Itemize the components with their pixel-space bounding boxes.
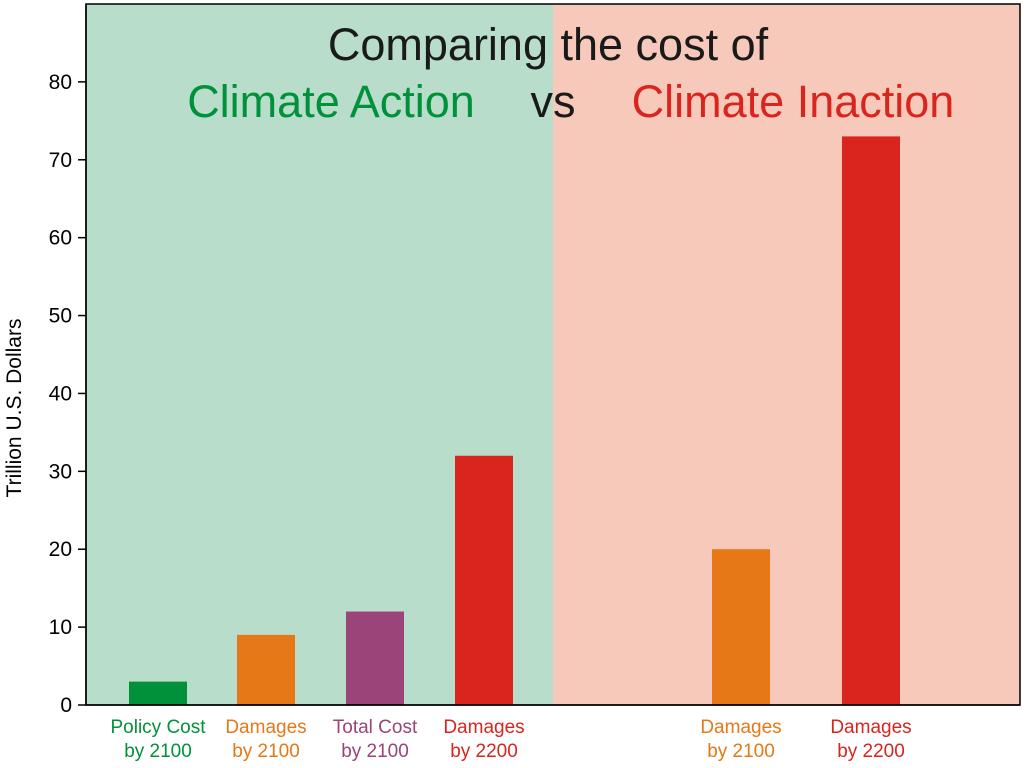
y-tick-label: 80	[49, 71, 72, 94]
plot-frame	[85, 3, 1021, 706]
x-category-label-line2: by 2200	[837, 741, 905, 762]
y-tick-label: 70	[49, 149, 72, 172]
y-tick-label: 30	[49, 460, 72, 483]
y-tick-label: 20	[49, 538, 72, 561]
x-category-label-line1: Damages	[700, 717, 781, 738]
x-category-label-line1: Damages	[443, 717, 524, 738]
bar-4	[712, 549, 770, 705]
x-category-label-line1: Total Cost	[333, 717, 418, 738]
x-category-label-line2: by 2100	[124, 741, 192, 762]
y-tick-label: 50	[49, 305, 72, 328]
x-category-label-line1: Damages	[830, 717, 911, 738]
bar-0	[129, 681, 187, 705]
x-axis-category-labels: Policy Cost by 2100 Damages by 2100 Total Co…	[110, 717, 911, 762]
bar-3	[455, 455, 513, 705]
y-axis-title: Trillion U.S. Dollars	[3, 319, 26, 498]
climate-inaction-panel	[553, 4, 1020, 705]
y-axis-ticks: 0 10 20 30 40 50 60 70 80	[49, 71, 86, 717]
bar-1	[237, 634, 295, 705]
x-category-label-line2: by 2100	[341, 741, 409, 762]
x-category-label-line2: by 2200	[450, 741, 518, 762]
chart-title-vs: vs	[531, 76, 576, 127]
x-category-label-line2: by 2100	[707, 741, 775, 762]
bar-5	[842, 136, 900, 705]
y-tick-label: 0	[60, 694, 72, 717]
chart-title-line-1: Comparing the cost of	[328, 19, 769, 70]
chart-title-climate-action: Climate Action	[187, 76, 475, 127]
y-tick-label: 40	[49, 382, 72, 405]
y-tick-label: 10	[49, 616, 72, 639]
x-category-label-line2: by 2100	[232, 741, 300, 762]
x-category-label-line1: Policy Cost	[110, 717, 206, 738]
bars-layer	[129, 136, 900, 705]
chart-title-climate-inaction: Climate Inaction	[632, 76, 955, 127]
y-tick-label: 60	[49, 227, 72, 250]
x-category-label-line1: Damages	[225, 717, 306, 738]
bar-2	[346, 611, 404, 705]
